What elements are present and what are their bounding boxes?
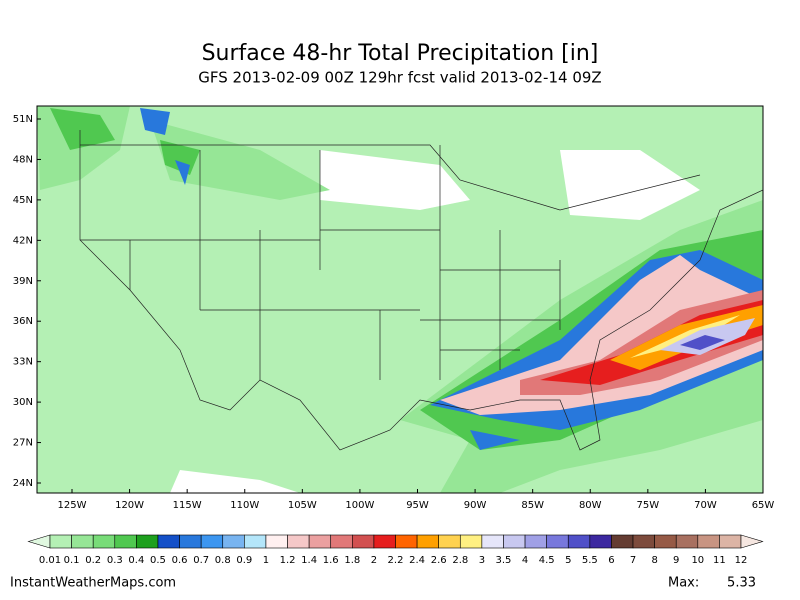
colorbar-swatch [632, 534, 655, 549]
colorbar-swatch [675, 534, 699, 549]
colorbar-label: 1.6 [323, 555, 339, 566]
lat-label: 36N [13, 316, 33, 327]
lat-label: 45N [13, 195, 33, 206]
colorbar-swatch [114, 534, 137, 549]
lon-label: 85W [521, 500, 544, 511]
colorbar-label: 5.5 [582, 555, 598, 566]
colorbar-label: 1.8 [344, 555, 360, 566]
colorbar-swatch [719, 534, 742, 549]
lon-label: 95W [406, 500, 429, 511]
colorbar-swatch [416, 534, 439, 549]
colorbar-swatch [611, 534, 634, 549]
map-frame [36, 105, 764, 494]
colorbar-label: 2.8 [452, 555, 468, 566]
colorbar-label: 4.5 [539, 555, 555, 566]
colorbar-label: 2.6 [431, 555, 447, 566]
lat-label: 30N [13, 397, 33, 408]
colorbar-label: 1.4 [301, 555, 317, 566]
max-value: 5.33 [727, 576, 756, 591]
colorbar-label: 1 [263, 555, 269, 566]
colorbar-swatch [71, 534, 94, 549]
lat-label: 24N [13, 478, 33, 489]
colorbar-label: 1.2 [280, 555, 296, 566]
colorbar-swatch [697, 534, 720, 549]
colorbar-swatch [136, 534, 159, 549]
colorbar-label: 0.6 [172, 555, 188, 566]
lon-label: 90W [464, 500, 487, 511]
colorbar-label: 8 [651, 555, 657, 566]
lat-label: 48N [13, 154, 33, 165]
lat-label: 39N [13, 276, 33, 287]
lat-label: 27N [13, 438, 33, 449]
colorbar-swatch [49, 534, 72, 549]
colorbar-label: 10 [691, 555, 704, 566]
colorbar-label: 0.1 [64, 555, 80, 566]
colorbar-swatch [222, 534, 245, 549]
precip-field [37, 106, 763, 493]
lon-label: 115W [173, 500, 202, 511]
max-label: Max: [668, 576, 699, 591]
colorbar-swatch [179, 534, 202, 549]
colorbar-swatch [330, 534, 353, 549]
colorbar-label: 5 [565, 555, 571, 566]
colorbar-label: 4 [522, 555, 528, 566]
colorbar-label: 0.8 [215, 555, 231, 566]
lon-label: 65W [752, 500, 775, 511]
colorbar-swatch [373, 534, 396, 549]
colorbar-label: 0.01 [39, 555, 61, 566]
colorbar-label: 11 [713, 555, 726, 566]
colorbar-label: 2.4 [409, 555, 425, 566]
subtitle: GFS 2013-02-09 00Z 129hr fcst valid 2013… [198, 69, 601, 87]
colorbar-swatch [438, 534, 461, 549]
colorbar-end-high [740, 534, 764, 549]
site-credit: InstantWeatherMaps.com [10, 576, 176, 591]
colorbar-label: 2 [371, 555, 377, 566]
title: Surface 48-hr Total Precipitation [in] [202, 41, 599, 66]
colorbar-swatch [157, 534, 180, 549]
colorbar-swatch [654, 534, 677, 549]
colorbar-label: 0.9 [236, 555, 252, 566]
lon-label: 110W [230, 500, 259, 511]
lon-label: 70W [694, 500, 717, 511]
colorbar-label: 0.3 [107, 555, 123, 566]
colorbar-swatch [200, 534, 224, 549]
colorbar-swatch [244, 534, 267, 549]
colorbar-swatch [92, 534, 116, 549]
lon-label: 100W [345, 500, 374, 511]
colorbar-label: 3.5 [496, 555, 512, 566]
colorbar-label: 0.2 [85, 555, 101, 566]
colorbar-label: 7 [630, 555, 636, 566]
colorbar-end-low [27, 534, 51, 549]
colorbar-label: 3 [479, 555, 485, 566]
colorbar-swatch [287, 534, 310, 549]
colorbar-swatch [265, 534, 288, 549]
colorbar-swatch [481, 534, 504, 549]
colorbar-swatch [459, 534, 483, 549]
colorbar-label: 6 [608, 555, 614, 566]
colorbar-swatch [395, 534, 418, 549]
colorbar-swatch [546, 534, 569, 549]
colorbar-label: 12 [735, 555, 748, 566]
colorbar-swatch [589, 534, 612, 549]
lon-label: 75W [637, 500, 660, 511]
colorbar-label: 0.5 [150, 555, 166, 566]
lat-label: 51N [13, 114, 33, 125]
colorbar-swatch [352, 534, 375, 549]
lon-label: 120W [115, 500, 144, 511]
lat-label: 33N [13, 357, 33, 368]
lon-label: 80W [579, 500, 602, 511]
lon-label: 125W [58, 500, 87, 511]
colorbar-swatch [503, 534, 526, 549]
colorbar-swatch [567, 534, 591, 549]
colorbar-swatch [308, 534, 332, 549]
colorbar-label: 2.2 [388, 555, 404, 566]
lat-label: 42N [13, 235, 33, 246]
lon-label: 105W [288, 500, 317, 511]
colorbar-label: 0.7 [193, 555, 209, 566]
colorbar-label: 9 [673, 555, 679, 566]
colorbar-label: 0.4 [128, 555, 144, 566]
colorbar-swatch [524, 534, 547, 549]
